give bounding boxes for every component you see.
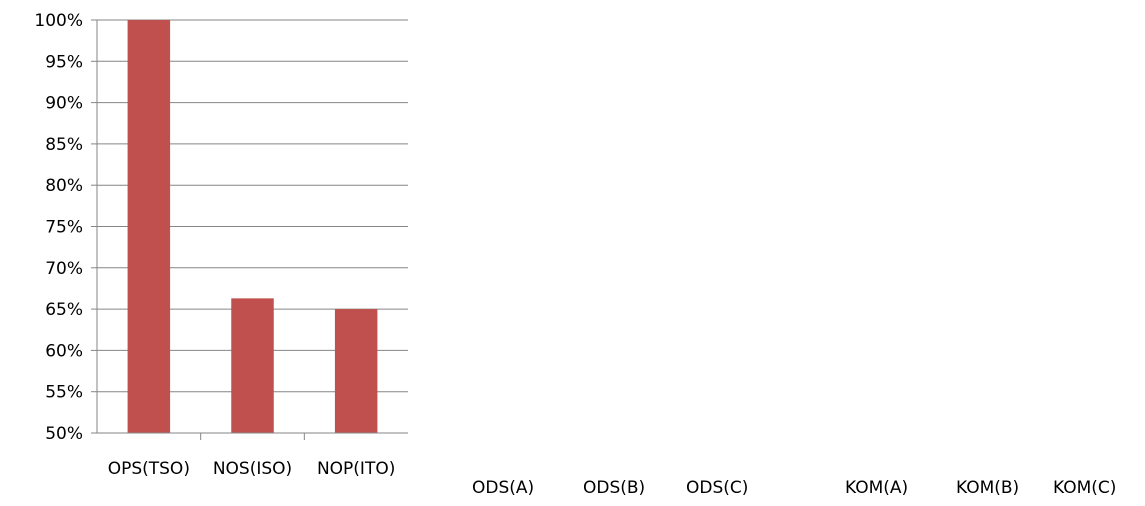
kom-a-label: KOM(A)	[845, 478, 909, 498]
bars	[127, 20, 378, 433]
y-tick-label: 90%	[45, 94, 83, 114]
y-tick-label: 80%	[45, 176, 83, 196]
y-tick-label: 50%	[45, 424, 83, 444]
ods-a-label: ODS(A)	[472, 478, 535, 498]
ods-c-label: ODS(C)	[686, 478, 749, 498]
y-tick-label: 60%	[45, 341, 83, 361]
y-tick-label: 100%	[34, 11, 83, 31]
axes	[91, 19, 408, 440]
kom-b-label: KOM(B)	[956, 478, 1020, 498]
y-tick-label: 65%	[45, 300, 83, 320]
x-tick-label: NOS(ISO)	[213, 459, 292, 479]
x-tick-label: NOP(ITO)	[317, 459, 395, 479]
bar	[231, 298, 274, 433]
y-tick-label: 85%	[45, 135, 83, 155]
bar	[334, 309, 378, 433]
bar	[127, 20, 171, 433]
x-tick-labels: OPS(TSO) NOS(ISO) NOP(ITO)	[108, 459, 396, 479]
y-tick-label: 75%	[45, 218, 83, 238]
x-tick-label: OPS(TSO)	[108, 459, 190, 479]
y-tick-label: 70%	[45, 259, 83, 279]
y-tick-label: 95%	[45, 52, 83, 72]
y-tick-label: 55%	[45, 383, 83, 403]
ods-b-label: ODS(B)	[583, 478, 646, 498]
kom-c-label: KOM(C)	[1053, 478, 1117, 498]
y-tick-labels: 100% 95% 90% 85% 80% 75% 70% 65% 60% 55% 50%	[34, 11, 83, 444]
